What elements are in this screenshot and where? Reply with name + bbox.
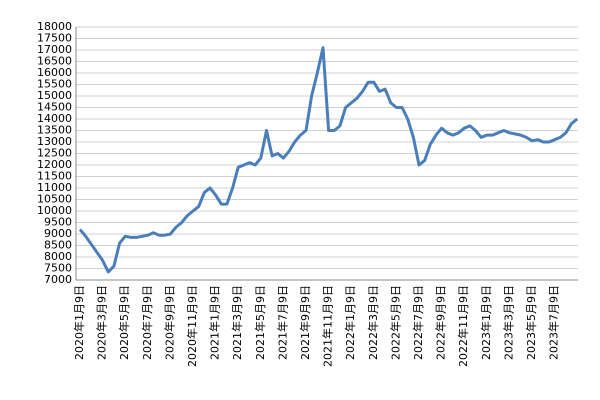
x-tick-label: 2020年1月9日 xyxy=(72,285,86,360)
data-line xyxy=(78,46,579,274)
y-tick-label: 10000 xyxy=(37,204,72,217)
y-tick-label: 12000 xyxy=(37,158,72,171)
x-tick-label: 2021年5月9日 xyxy=(253,285,267,360)
y-tick-label: 10500 xyxy=(37,193,72,206)
x-tick-label: 2023年3月9日 xyxy=(501,285,515,360)
y-tick-label: 13500 xyxy=(37,124,72,137)
x-tick-label: 2023年7月9日 xyxy=(547,285,561,360)
x-tick-label: 2020年9月9日 xyxy=(162,285,176,360)
x-tick-label: 2020年7月9日 xyxy=(140,285,154,360)
x-tick-label: 2021年7月9日 xyxy=(275,285,289,360)
y-tick-label: 15000 xyxy=(37,89,72,102)
x-tick-label: 2020年3月9日 xyxy=(95,285,109,360)
x-tick-label: 2022年1月9日 xyxy=(343,285,357,360)
y-tick-label: 16000 xyxy=(37,66,72,79)
y-tick-label: 9000 xyxy=(44,227,72,240)
x-tick-label: 2022年9月9日 xyxy=(434,285,448,360)
y-tick-label: 8500 xyxy=(44,239,72,252)
x-tick-label: 2021年11月9日 xyxy=(321,285,335,367)
x-tick-label: 2021年1月9日 xyxy=(208,285,222,360)
y-tick-label: 17500 xyxy=(37,32,72,45)
y-tick-label: 7500 xyxy=(44,262,72,275)
y-tick-label: 11000 xyxy=(37,181,72,194)
x-tick-label: 2022年11月9日 xyxy=(456,285,470,367)
x-tick-label: 2020年5月9日 xyxy=(117,285,131,360)
x-tick-label: 2023年1月9日 xyxy=(479,285,493,360)
y-tick-label: 14000 xyxy=(37,112,72,125)
y-tick-label: 17000 xyxy=(37,43,72,56)
x-tick-label: 2021年3月9日 xyxy=(230,285,244,360)
x-tick-label: 2022年3月9日 xyxy=(366,285,380,360)
y-tick-label: 7000 xyxy=(44,273,72,286)
y-tick-label: 11500 xyxy=(37,170,72,183)
x-tick-label: 2020年11月9日 xyxy=(185,285,199,367)
x-tick-label: 2023年5月9日 xyxy=(524,285,538,360)
y-tick-label: 14500 xyxy=(37,101,72,114)
x-tick-label: 2021年9月9日 xyxy=(298,285,312,360)
y-tick-label: 13000 xyxy=(37,135,72,148)
y-tick-label: 15500 xyxy=(37,78,72,91)
y-tick-label: 9500 xyxy=(44,216,72,229)
y-tick-label: 8000 xyxy=(44,250,72,263)
y-tick-label: 16500 xyxy=(37,55,72,68)
y-tick-label: 12500 xyxy=(37,147,72,160)
x-tick-label: 2022年5月9日 xyxy=(388,285,402,360)
y-tick-label: 18000 xyxy=(37,20,72,33)
x-tick-label: 2022年7月9日 xyxy=(411,285,425,360)
